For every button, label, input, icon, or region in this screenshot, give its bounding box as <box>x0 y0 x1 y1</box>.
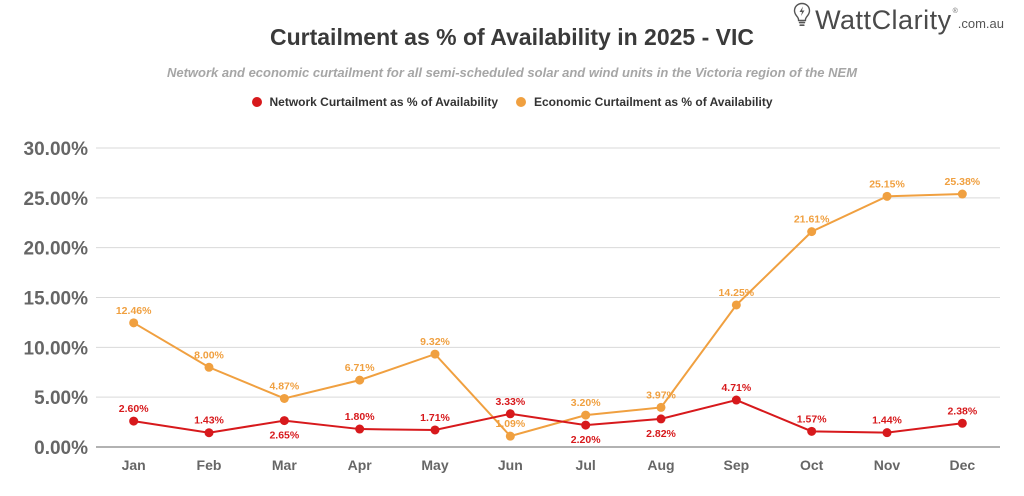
x-tick-label: Feb <box>197 457 222 473</box>
y-tick-label: 10.00% <box>24 338 89 359</box>
x-tick-label: Oct <box>800 457 824 473</box>
x-tick-label: Mar <box>272 457 297 473</box>
logo-domain-suffix: .com.au <box>957 16 1004 31</box>
data-label-economic: 8.00% <box>194 349 224 361</box>
lightbulb-bolt-icon <box>793 2 811 33</box>
x-tick-label: Apr <box>348 457 373 473</box>
data-point-economic[interactable] <box>355 375 365 385</box>
data-label-network: 1.57% <box>797 413 827 425</box>
data-point-network[interactable] <box>957 418 967 428</box>
data-label-economic: 1.09% <box>495 418 525 430</box>
y-tick-label: 20.00% <box>24 239 89 260</box>
y-tick-label: 15.00% <box>24 289 89 310</box>
data-point-economic[interactable] <box>807 227 817 237</box>
legend-marker-economic <box>516 97 526 107</box>
data-point-economic[interactable] <box>581 410 591 420</box>
y-tick-label: 25.00% <box>24 189 89 210</box>
data-label-network: 2.20% <box>571 434 601 446</box>
data-label-network: 2.65% <box>269 430 299 442</box>
logo-registered-mark: ® <box>952 8 958 15</box>
x-tick-label: Nov <box>874 457 901 473</box>
data-label-economic: 6.71% <box>345 362 375 374</box>
data-label-network: 1.80% <box>345 411 375 423</box>
data-label-network: 2.60% <box>119 403 149 415</box>
data-label-network: 4.71% <box>721 382 751 394</box>
legend-marker-network <box>251 97 262 107</box>
data-label-network: 1.43% <box>194 415 224 427</box>
legend-item-network[interactable]: Network Curtailment as % of Availability <box>251 95 499 109</box>
data-point-economic[interactable] <box>505 431 515 441</box>
data-point-network[interactable] <box>807 426 817 436</box>
data-label-economic: 25.38% <box>945 176 981 188</box>
data-label-network: 3.33% <box>495 396 525 408</box>
legend-label-network: Network Curtailment as % of Availability <box>269 95 499 109</box>
x-tick-label: May <box>421 457 448 473</box>
data-label-economic: 9.32% <box>420 336 450 348</box>
x-tick-label: Aug <box>647 457 674 473</box>
data-point-network[interactable] <box>656 414 666 424</box>
data-label-economic: 25.15% <box>869 178 905 190</box>
data-point-economic[interactable] <box>731 300 741 310</box>
data-point-economic[interactable] <box>129 318 139 328</box>
x-tick-label: Dec <box>949 457 975 473</box>
x-tick-label: Sep <box>723 457 749 473</box>
data-label-network: 1.71% <box>420 412 450 424</box>
data-label-economic: 14.25% <box>719 287 755 299</box>
data-point-economic[interactable] <box>204 362 214 372</box>
series-lines <box>129 189 967 441</box>
data-labels: 12.46% 8.00% 4.87% 6.71% 9.32% 1.09% 3.20% 3.97… <box>116 176 981 446</box>
x-tick-label: Jan <box>122 457 146 473</box>
data-point-economic[interactable] <box>957 189 967 199</box>
y-tick-label: 0.00% <box>34 438 88 459</box>
data-point-network[interactable] <box>204 428 214 438</box>
x-tick-label: Jul <box>576 457 596 473</box>
data-label-economic: 3.97% <box>646 389 676 401</box>
gridlines <box>96 147 1000 448</box>
wattclarity-logo: WattClarity ® .com.au <box>793 2 1004 35</box>
logo-brand-text: WattClarity <box>815 5 952 35</box>
data-label-economic: 12.46% <box>116 305 152 317</box>
chart-legend: Network Curtailment as % of Availability… <box>0 95 1024 109</box>
x-axis-ticks: Jan Feb Mar Apr May Jun Jul Aug Sep Oct Nov Dec <box>122 457 976 473</box>
x-tick-label: Jun <box>498 457 523 473</box>
data-label-economic: 3.20% <box>571 397 601 409</box>
data-label-network: 2.82% <box>646 428 676 440</box>
data-label-economic: 4.87% <box>269 380 299 392</box>
series-line-economic <box>133 193 963 438</box>
data-point-network[interactable] <box>882 428 892 438</box>
legend-item-economic[interactable]: Economic Curtailment as % of Availabilit… <box>516 95 773 109</box>
y-axis-ticks: 0.00% 5.00% 10.00% 15.00% 20.00% 25.00% 30.00% <box>24 139 89 459</box>
data-point-network[interactable] <box>430 425 440 435</box>
data-point-economic[interactable] <box>882 191 892 201</box>
data-point-economic[interactable] <box>430 349 440 359</box>
data-point-network[interactable] <box>731 395 741 405</box>
data-point-economic[interactable] <box>656 402 666 412</box>
y-tick-label: 30.00% <box>24 139 89 160</box>
chart-subtitle: Network and economic curtailment for all… <box>166 65 858 80</box>
legend-label-economic: Economic Curtailment as % of Availabilit… <box>534 95 773 109</box>
data-label-network: 1.44% <box>872 415 902 427</box>
data-point-network[interactable] <box>355 424 365 434</box>
data-point-network[interactable] <box>581 420 591 430</box>
data-point-network[interactable] <box>129 416 139 426</box>
data-point-network[interactable] <box>505 409 515 419</box>
data-point-economic[interactable] <box>279 393 289 403</box>
y-tick-label: 5.00% <box>34 388 88 409</box>
series-line-network <box>133 399 963 434</box>
data-label-network: 2.38% <box>947 405 977 417</box>
chart-title: Curtailment as % of Availability in 2025… <box>270 24 754 50</box>
data-point-network[interactable] <box>279 416 289 426</box>
data-label-economic: 21.61% <box>794 214 830 226</box>
